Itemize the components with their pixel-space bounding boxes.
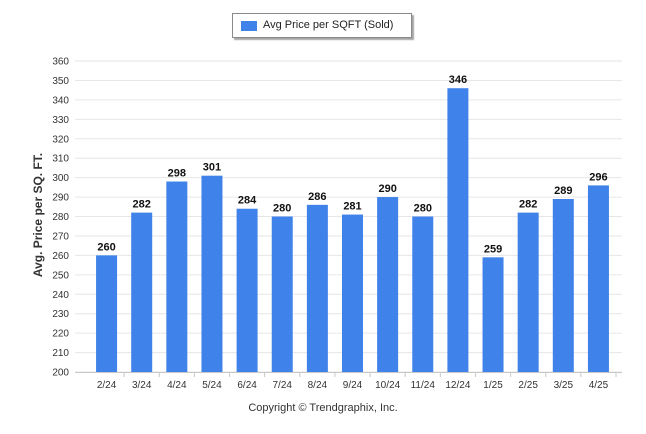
bar bbox=[131, 212, 153, 372]
bar bbox=[447, 88, 469, 373]
legend-swatch bbox=[241, 21, 257, 31]
data-label: 290 bbox=[378, 183, 396, 195]
y-tick-label: 340 bbox=[52, 95, 69, 106]
bar bbox=[552, 199, 574, 372]
y-tick-label: 230 bbox=[52, 309, 69, 320]
y-tick-label: 240 bbox=[52, 290, 69, 301]
y-tick-label: 270 bbox=[52, 231, 69, 242]
x-tick-label: 3/25 bbox=[554, 380, 574, 391]
data-label: 282 bbox=[133, 199, 151, 211]
bar bbox=[271, 216, 293, 372]
y-tick-label: 250 bbox=[52, 270, 69, 281]
y-tick-label: 200 bbox=[52, 368, 69, 379]
bar bbox=[517, 212, 539, 372]
x-tick-label: 4/25 bbox=[589, 380, 609, 391]
x-tick-label: 11/24 bbox=[411, 380, 436, 391]
x-tick-label: 8/24 bbox=[308, 380, 328, 391]
bar bbox=[482, 257, 504, 372]
data-label: 301 bbox=[203, 162, 221, 174]
y-tick-label: 220 bbox=[52, 329, 69, 340]
legend: Avg Price per SQFT (Sold) bbox=[232, 13, 412, 38]
data-label: 281 bbox=[343, 201, 361, 213]
y-tick-label: 210 bbox=[52, 348, 69, 359]
bar bbox=[587, 185, 609, 372]
x-tick-label: 5/24 bbox=[202, 380, 222, 391]
bar bbox=[377, 197, 399, 372]
y-tick-label: 330 bbox=[52, 115, 69, 126]
x-tick-label: 2/24 bbox=[97, 380, 117, 391]
x-tick-label: 2/25 bbox=[518, 380, 538, 391]
y-tick-label: 310 bbox=[52, 154, 69, 165]
data-label: 282 bbox=[519, 199, 537, 211]
data-label: 296 bbox=[589, 171, 607, 183]
data-label: 289 bbox=[554, 185, 572, 197]
y-tick-label: 350 bbox=[52, 76, 69, 87]
legend-label: Avg Price per SQFT (Sold) bbox=[263, 19, 394, 31]
data-label: 280 bbox=[414, 203, 432, 215]
x-tick-label: 6/24 bbox=[237, 380, 257, 391]
data-label: 298 bbox=[168, 168, 186, 180]
y-tick-label: 360 bbox=[52, 57, 69, 68]
x-tick-label: 4/24 bbox=[167, 380, 187, 391]
data-label: 286 bbox=[308, 191, 326, 203]
y-tick-label: 300 bbox=[52, 173, 69, 184]
bar bbox=[412, 216, 434, 372]
x-tick-label: 12/24 bbox=[445, 380, 470, 391]
x-tick-label: 3/24 bbox=[132, 380, 152, 391]
copyright-footer: Copyright © Trendgraphix, Inc. bbox=[248, 402, 398, 414]
bar bbox=[342, 214, 363, 372]
data-label: 259 bbox=[484, 243, 502, 255]
x-tick-label: 9/24 bbox=[343, 380, 363, 391]
bar bbox=[166, 181, 188, 372]
y-tick-label: 280 bbox=[52, 212, 69, 223]
data-label: 280 bbox=[273, 203, 291, 215]
data-label: 284 bbox=[238, 195, 257, 207]
y-tick-label: 320 bbox=[52, 134, 69, 145]
bar bbox=[201, 175, 223, 372]
data-label: 260 bbox=[97, 241, 115, 253]
y-tick-label: 260 bbox=[52, 251, 69, 262]
x-tick-label: 10/24 bbox=[375, 380, 400, 391]
x-tick-label: 1/25 bbox=[483, 380, 503, 391]
x-tick-label: 7/24 bbox=[272, 380, 292, 391]
data-label: 346 bbox=[449, 74, 467, 86]
bar bbox=[96, 255, 118, 372]
bar bbox=[236, 208, 258, 372]
bar bbox=[306, 204, 328, 372]
y-tick-label: 290 bbox=[52, 193, 69, 204]
